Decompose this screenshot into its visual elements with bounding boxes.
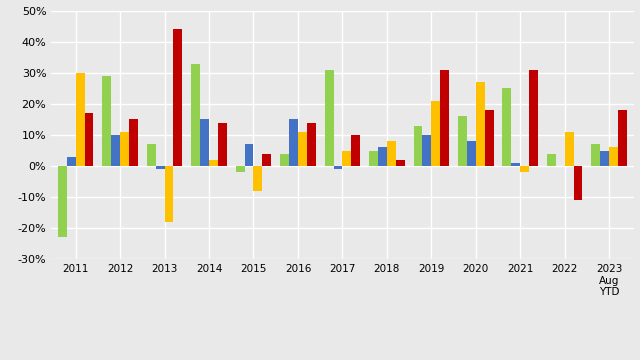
Bar [218, 122, 227, 166]
Bar [511, 163, 520, 166]
Bar [502, 89, 511, 166]
Bar [351, 135, 360, 166]
Bar [573, 166, 582, 200]
Bar [600, 150, 609, 166]
Bar [529, 70, 538, 166]
Bar [298, 132, 307, 166]
Bar [289, 120, 298, 166]
Bar [333, 166, 342, 169]
Bar [84, 113, 93, 166]
Bar [476, 82, 484, 166]
Bar [244, 144, 253, 166]
Bar [102, 76, 111, 166]
Bar [209, 160, 218, 166]
Bar [618, 110, 627, 166]
Bar [253, 166, 262, 191]
Bar [484, 110, 493, 166]
Bar [156, 166, 164, 169]
Bar [262, 154, 271, 166]
Bar [422, 135, 431, 166]
Bar [164, 166, 173, 222]
Bar [111, 135, 120, 166]
Bar [431, 101, 440, 166]
Bar [236, 166, 244, 172]
Bar [609, 148, 618, 166]
Bar [173, 30, 182, 166]
Bar [280, 154, 289, 166]
Bar [147, 144, 156, 166]
Bar [591, 144, 600, 166]
Bar [76, 73, 84, 166]
Bar [307, 122, 316, 166]
Bar [378, 148, 387, 166]
Bar [200, 120, 209, 166]
Bar [342, 150, 351, 166]
Bar [324, 70, 333, 166]
Bar [396, 160, 404, 166]
Bar [413, 126, 422, 166]
Bar [120, 132, 129, 166]
Bar [387, 141, 396, 166]
Bar [129, 120, 138, 166]
Bar [520, 166, 529, 172]
Bar [547, 154, 556, 166]
Bar [67, 157, 76, 166]
Bar [191, 64, 200, 166]
Bar [58, 166, 67, 238]
Bar [458, 116, 467, 166]
Bar [440, 70, 449, 166]
Bar [369, 150, 378, 166]
Bar [467, 141, 476, 166]
Bar [564, 132, 573, 166]
